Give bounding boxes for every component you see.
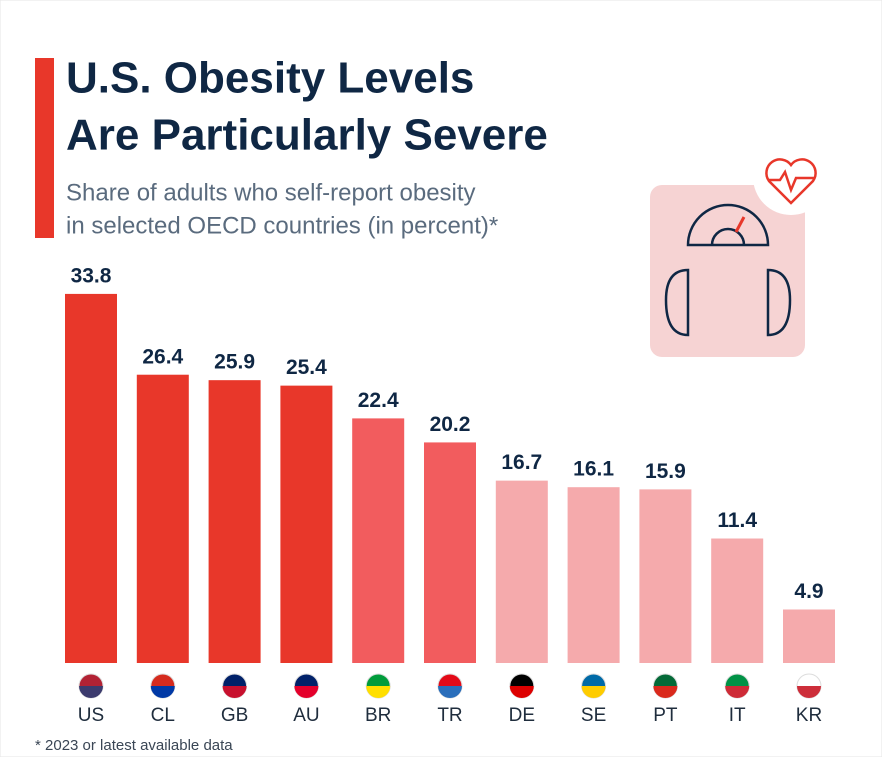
data-label: 20.2 (430, 413, 471, 436)
chart-subtitle: in selected OECD countries (in percent)* (66, 212, 498, 239)
bar (280, 386, 332, 663)
data-label: 25.9 (214, 351, 255, 374)
x-tick-label: AU (293, 705, 319, 726)
x-tick-label: US (78, 705, 104, 726)
data-label: 26.4 (142, 345, 183, 368)
title-accent (35, 58, 54, 238)
x-tick-label: DE (509, 705, 535, 726)
chart-subtitle: Share of adults who self-report obesity (66, 179, 476, 206)
footnote: * 2023 or latest available data (35, 737, 233, 754)
data-label: 25.4 (286, 356, 327, 379)
data-label: 16.7 (501, 451, 542, 474)
chart-title: U.S. Obesity Levels (66, 54, 474, 103)
data-label: 16.1 (573, 458, 614, 481)
data-label: 22.4 (358, 389, 399, 412)
bar (424, 442, 476, 663)
bar (496, 481, 548, 663)
bar (568, 487, 620, 663)
chart: U.S. Obesity Levels Are Particularly Sev… (0, 0, 882, 757)
x-tick-label: GB (221, 705, 248, 726)
data-label: 15.9 (645, 460, 686, 483)
x-tick-label: SE (581, 705, 606, 726)
bar (209, 380, 261, 663)
x-tick-label: TR (437, 705, 462, 726)
data-label: 11.4 (717, 509, 757, 532)
bar (137, 375, 189, 663)
chart-title: Are Particularly Severe (66, 111, 548, 160)
x-tick-label: BR (365, 705, 391, 726)
data-label: 4.9 (794, 580, 823, 603)
x-tick-label: CL (151, 705, 175, 726)
bar (783, 609, 835, 663)
data-label: 33.8 (71, 264, 112, 287)
bar (639, 489, 691, 663)
x-tick-label: KR (796, 705, 822, 726)
x-tick-label: IT (729, 705, 746, 726)
bar (65, 294, 117, 663)
bar (711, 539, 763, 663)
x-tick-label: PT (653, 705, 678, 726)
bar (352, 418, 404, 663)
